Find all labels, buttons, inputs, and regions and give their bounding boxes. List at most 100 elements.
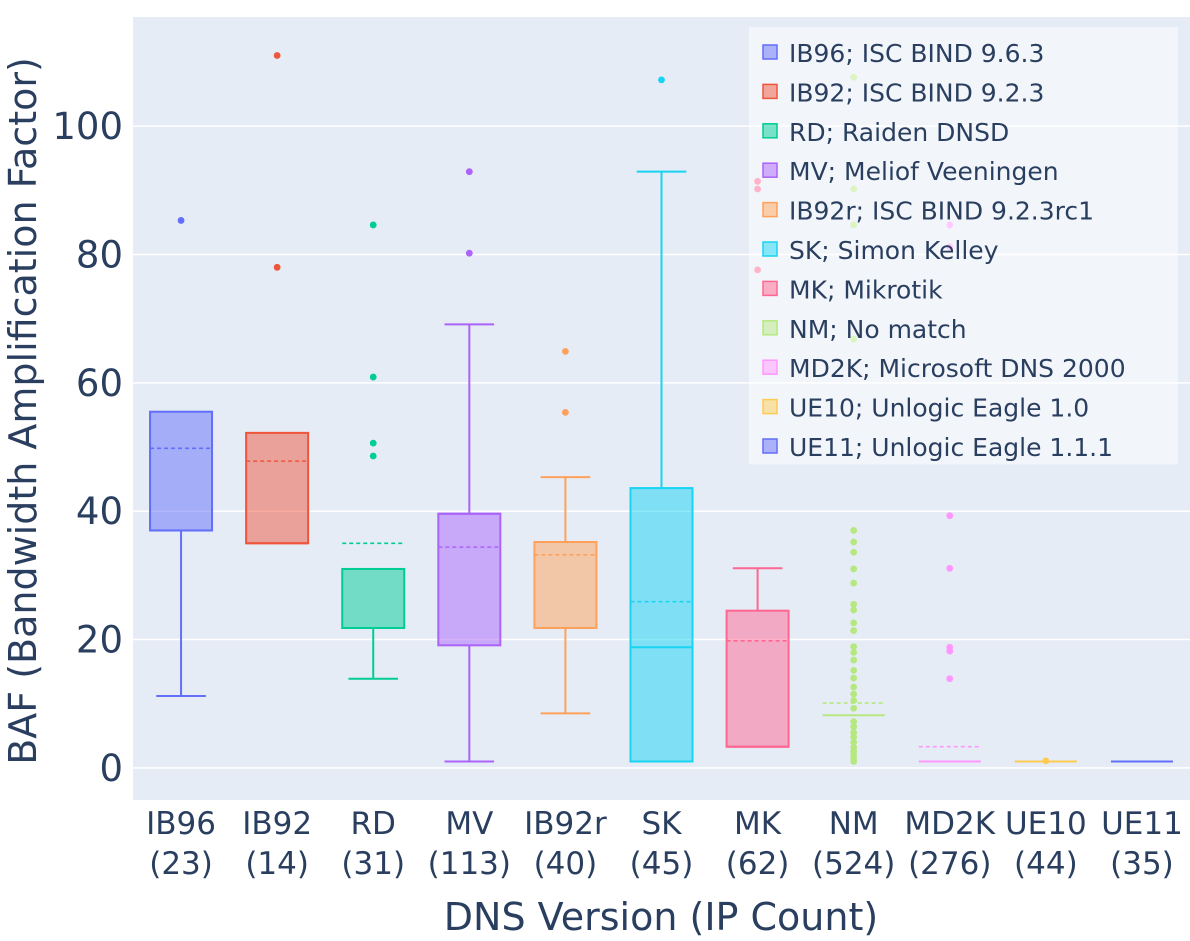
outlier-point: [850, 619, 858, 627]
y-tick-label: 100: [52, 105, 123, 148]
x-tick-label: IB92: [242, 806, 312, 842]
outlier-point: [658, 76, 665, 84]
x-tick-count: (113): [428, 846, 511, 882]
outlier-point: [850, 643, 858, 651]
outlier-point: [850, 690, 858, 698]
outlier-point: [850, 606, 858, 614]
outlier-point: [850, 723, 858, 731]
y-tick-label: 20: [76, 619, 123, 662]
legend-label: MK; Mikrotik: [789, 275, 943, 304]
legend: IB96; ISC BIND 9.6.3 IB92; ISC BIND 9.2.3…: [749, 27, 1178, 465]
outlier-point: [850, 579, 858, 587]
x-tick-count: (31): [341, 846, 405, 882]
outlier-point: [850, 729, 858, 737]
y-tick-label: 60: [76, 362, 123, 405]
x-tick-count: (276): [908, 846, 991, 882]
outlier-point: [850, 738, 858, 746]
legend-swatch: [762, 201, 778, 218]
box-ib92: [245, 52, 310, 545]
y-axis-ticks: 0 20 40 60 80 100: [52, 105, 123, 790]
outlier-point: [850, 697, 858, 704]
outlier-point: [562, 347, 569, 355]
legend-item: MK; Mikrotik: [762, 275, 943, 304]
legend-swatch: [762, 398, 778, 415]
iqr-box: [629, 487, 694, 763]
legend-item: IB92; ISC BIND 9.2.3: [762, 78, 1044, 107]
legend-item: RD; Raiden DNSD: [762, 118, 1009, 147]
x-tick-label: IB92r: [524, 806, 607, 842]
outlier-point: [850, 527, 858, 534]
outlier-point: [850, 656, 858, 664]
legend-label: NM; No match: [789, 315, 967, 344]
outlier-point: [562, 408, 569, 416]
outlier-point: [850, 743, 858, 751]
legend-label: MD2K; Microsoft DNS 2000: [789, 354, 1126, 383]
outlier-point: [850, 627, 858, 634]
legend-item: MD2K; Microsoft DNS 2000: [762, 354, 1126, 383]
box-mk: [725, 177, 790, 748]
x-tick-label: RD: [351, 806, 396, 842]
legend-item: MV; Meliof Veeningen: [762, 157, 1059, 186]
legend-item: IB96; ISC BIND 9.6.3: [762, 39, 1044, 68]
iqr-box: [341, 567, 406, 629]
x-tick-label: MD2K: [904, 806, 995, 842]
x-tick-count: (45): [630, 846, 694, 882]
iqr-box: [149, 410, 214, 532]
x-axis-title: DNS Version (IP Count): [444, 895, 878, 939]
outlier-point: [946, 512, 954, 520]
x-tick-label: NM: [829, 806, 879, 842]
x-tick-label: MK: [734, 806, 782, 842]
outlier-point: [946, 564, 954, 572]
x-tick-count: (44): [1014, 846, 1078, 882]
box-sk: [629, 76, 694, 763]
legend-item: NM; No match: [762, 315, 967, 344]
outlier-point: [465, 168, 473, 176]
x-tick-label: UE10: [1005, 806, 1087, 842]
outlier-point: [850, 600, 858, 608]
legend-swatch: [762, 123, 778, 139]
x-tick-label: MV: [445, 806, 493, 842]
y-tick-label: 40: [76, 490, 123, 533]
iqr-box: [533, 540, 598, 629]
legend-label: RD; Raiden DNSD: [789, 118, 1009, 147]
legend-label: UE11; Unlogic Eagle 1.1.1: [789, 433, 1113, 462]
legend-item: UE11; Unlogic Eagle 1.1.1: [762, 433, 1113, 462]
x-tick-label: UE11: [1101, 806, 1183, 842]
box-mv: [437, 168, 502, 763]
x-axis-ticks: IB96 (23) IB92 (14) RD (31) MV (113) IB92r (40) SK…: [146, 806, 1183, 882]
x-tick-label: SK: [641, 806, 682, 842]
outlier-point: [850, 548, 858, 556]
box-rd: [341, 221, 406, 680]
x-tick-count: (40): [534, 846, 598, 882]
legend-label: MV; Meliof Veeningen: [789, 157, 1059, 186]
legend-swatch: [762, 320, 778, 336]
outlier-point: [946, 643, 954, 651]
x-tick-count: (14): [245, 846, 309, 882]
iqr-box: [725, 609, 790, 748]
outlier-point: [273, 52, 281, 59]
iqr-box: [245, 431, 310, 545]
y-tick-label: 0: [99, 747, 123, 790]
outlier-point: [465, 249, 473, 257]
outlier-point: [850, 538, 858, 546]
outlier-point: [1042, 757, 1050, 765]
legend-swatch: [762, 162, 778, 178]
outlier-point: [369, 439, 377, 447]
legend-label: UE10; Unlogic Eagle 1.0: [789, 394, 1089, 423]
outlier-point: [850, 648, 858, 656]
legend-swatch: [762, 438, 778, 454]
outlier-point: [946, 675, 954, 683]
box-ib92r: [533, 347, 598, 715]
outlier-point: [273, 263, 281, 271]
x-tick-count: (524): [812, 846, 895, 882]
iqr-box: [437, 512, 502, 647]
x-tick-count: (62): [726, 846, 790, 882]
outlier-point: [850, 718, 858, 726]
legend-swatch: [762, 241, 778, 257]
y-axis-title: BAF (Bandwidth Amplification Factor): [1, 57, 45, 765]
outlier-point: [850, 666, 858, 674]
outlier-point: [850, 565, 858, 573]
legend-swatch: [762, 44, 778, 60]
outlier-point: [369, 373, 377, 381]
legend-label: IB92r; ISC BIND 9.2.3rc1: [789, 197, 1094, 226]
